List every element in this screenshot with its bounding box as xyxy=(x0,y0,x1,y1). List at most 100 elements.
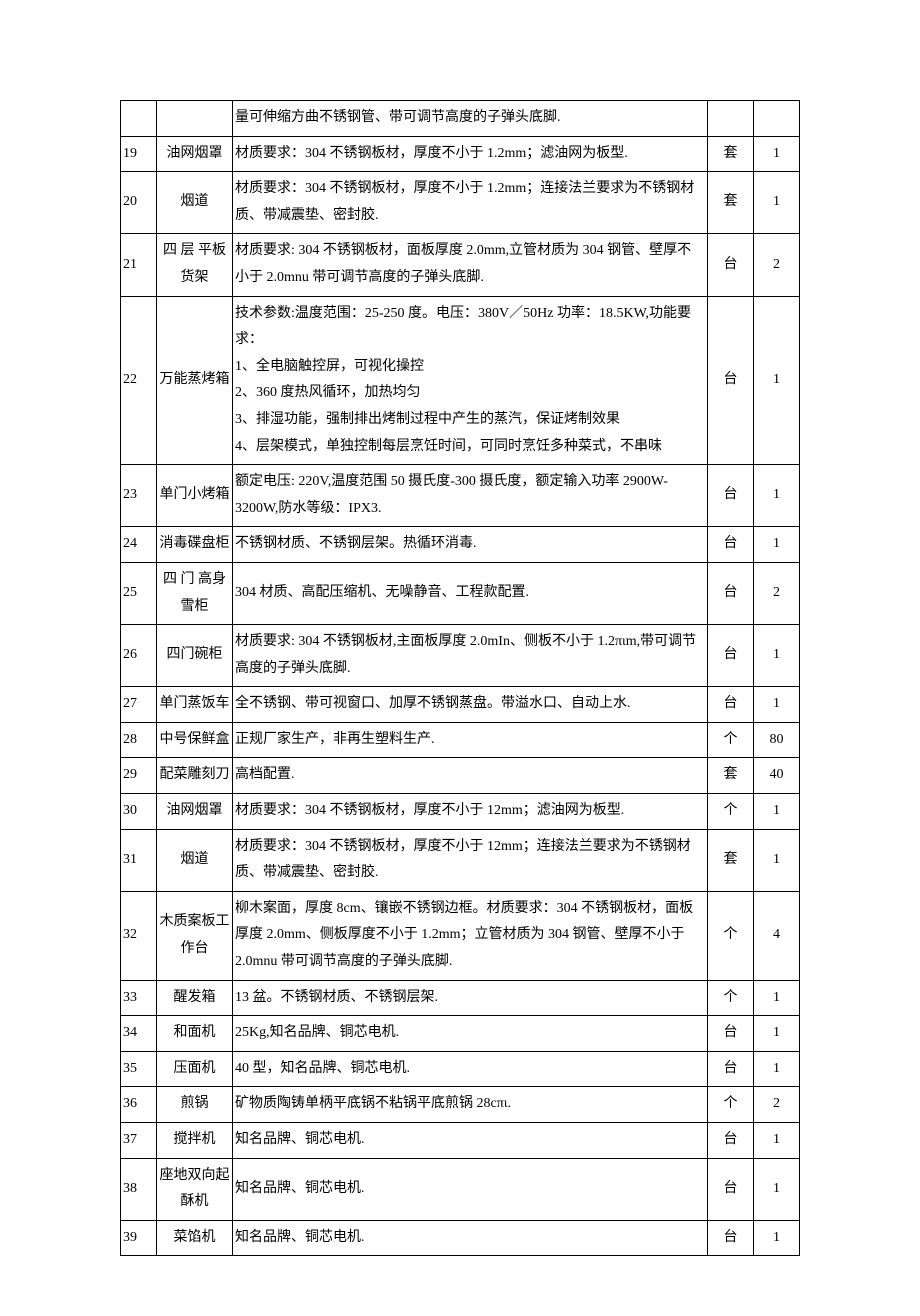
row-number xyxy=(121,101,157,137)
item-unit: 台 xyxy=(708,465,754,527)
item-spec: 技术参数:温度范围：25-250 度。电压：380V／50Hz 功率：18.5K… xyxy=(233,296,708,465)
item-quantity: 1 xyxy=(754,136,800,172)
item-quantity xyxy=(754,101,800,137)
item-name: 单门蒸饭车 xyxy=(157,687,233,723)
table-row: 24消毒碟盘柜不锈钢材质、不锈钢层架。热循环消毒.台1 xyxy=(121,527,800,563)
item-unit: 套 xyxy=(708,136,754,172)
item-unit: 个 xyxy=(708,980,754,1016)
item-quantity: 1 xyxy=(754,1016,800,1052)
item-name: 醒发箱 xyxy=(157,980,233,1016)
item-quantity: 80 xyxy=(754,722,800,758)
table-row: 26四门碗柜材质要求: 304 不锈钢板材,主面板厚度 2.0mIn、侧板不小于… xyxy=(121,625,800,687)
item-unit: 台 xyxy=(708,687,754,723)
table-row: 25四 门 高身雪柜304 材质、高配压缩机、无噪静音、工程款配置.台2 xyxy=(121,562,800,624)
table-row: 33醒发箱13 盆。不锈钢材质、不锈钢层架.个1 xyxy=(121,980,800,1016)
item-name: 座地双向起酥机 xyxy=(157,1158,233,1220)
item-quantity: 1 xyxy=(754,296,800,465)
item-unit: 台 xyxy=(708,1123,754,1159)
item-quantity: 40 xyxy=(754,758,800,794)
item-name: 菜馅机 xyxy=(157,1220,233,1256)
item-quantity: 1 xyxy=(754,625,800,687)
row-number: 33 xyxy=(121,980,157,1016)
item-unit: 套 xyxy=(708,758,754,794)
item-quantity: 1 xyxy=(754,1220,800,1256)
table-row: 28中号保鲜盒正规厂家生产，非再生塑料生产.个80 xyxy=(121,722,800,758)
table-row: 34和面机25Kg,知名品牌、铜芯电机.台1 xyxy=(121,1016,800,1052)
row-number: 30 xyxy=(121,794,157,830)
table-row: 37搅拌机知名品牌、铜芯电机.台1 xyxy=(121,1123,800,1159)
item-quantity: 1 xyxy=(754,794,800,830)
row-number: 34 xyxy=(121,1016,157,1052)
item-quantity: 1 xyxy=(754,172,800,234)
item-name: 烟道 xyxy=(157,172,233,234)
row-number: 21 xyxy=(121,234,157,296)
item-unit: 台 xyxy=(708,1016,754,1052)
item-name: 消毒碟盘柜 xyxy=(157,527,233,563)
item-spec: 材质要求: 304 不锈钢板材,主面板厚度 2.0mIn、侧板不小于 1.2πι… xyxy=(233,625,708,687)
table-row: 29配菜雕刻刀高档配置.套40 xyxy=(121,758,800,794)
item-quantity: 2 xyxy=(754,562,800,624)
table-row: 31烟道材质要求：304 不锈钢板材，厚度不小于 12mm；连接法兰要求为不锈钢… xyxy=(121,829,800,891)
table-row: 36煎锅矿物质陶铸单柄平底锅不粘锅平底煎锅 28cπι.个2 xyxy=(121,1087,800,1123)
item-unit: 套 xyxy=(708,172,754,234)
item-spec: 40 型，知名品牌、铜芯电机. xyxy=(233,1051,708,1087)
item-quantity: 1 xyxy=(754,1158,800,1220)
item-spec: 不锈钢材质、不锈钢层架。热循环消毒. xyxy=(233,527,708,563)
table-row: 21四 层 平板货架材质要求: 304 不锈钢板材，面板厚度 2.0mm,立管材… xyxy=(121,234,800,296)
item-name: 单门小烤箱 xyxy=(157,465,233,527)
table-row: 35压面机40 型，知名品牌、铜芯电机.台1 xyxy=(121,1051,800,1087)
row-number: 24 xyxy=(121,527,157,563)
row-number: 29 xyxy=(121,758,157,794)
item-spec: 知名品牌、铜芯电机. xyxy=(233,1123,708,1159)
item-quantity: 4 xyxy=(754,891,800,980)
row-number: 25 xyxy=(121,562,157,624)
item-unit: 台 xyxy=(708,296,754,465)
table-row: 27单门蒸饭车全不锈钢、带可视窗口、加厚不锈钢蒸盘。带溢水口、自动上水.台1 xyxy=(121,687,800,723)
row-number: 22 xyxy=(121,296,157,465)
item-unit: 套 xyxy=(708,829,754,891)
item-unit: 台 xyxy=(708,625,754,687)
row-number: 20 xyxy=(121,172,157,234)
item-spec: 高档配置. xyxy=(233,758,708,794)
item-unit: 个 xyxy=(708,1087,754,1123)
item-name: 四 层 平板货架 xyxy=(157,234,233,296)
item-name: 木质案板工作台 xyxy=(157,891,233,980)
item-name: 和面机 xyxy=(157,1016,233,1052)
item-unit: 台 xyxy=(708,562,754,624)
item-name: 油网烟罩 xyxy=(157,136,233,172)
item-spec: 矿物质陶铸单柄平底锅不粘锅平底煎锅 28cπι. xyxy=(233,1087,708,1123)
item-unit: 台 xyxy=(708,1051,754,1087)
row-number: 38 xyxy=(121,1158,157,1220)
item-name: 万能蒸烤箱 xyxy=(157,296,233,465)
table-row: 32木质案板工作台柳木案面，厚度 8cm、镶嵌不锈钢边框。材质要求：304 不锈… xyxy=(121,891,800,980)
item-spec: 材质要求：304 不锈钢板材，厚度不小于 1.2mm；滤油网为板型. xyxy=(233,136,708,172)
item-unit: 台 xyxy=(708,1158,754,1220)
table-row: 22万能蒸烤箱技术参数:温度范围：25-250 度。电压：380V／50Hz 功… xyxy=(121,296,800,465)
item-unit: 台 xyxy=(708,1220,754,1256)
item-quantity: 1 xyxy=(754,829,800,891)
item-quantity: 1 xyxy=(754,1123,800,1159)
table-row: 39菜馅机知名品牌、铜芯电机.台1 xyxy=(121,1220,800,1256)
item-name: 四 门 高身雪柜 xyxy=(157,562,233,624)
row-number: 35 xyxy=(121,1051,157,1087)
item-spec: 13 盆。不锈钢材质、不锈钢层架. xyxy=(233,980,708,1016)
item-quantity: 2 xyxy=(754,1087,800,1123)
item-name: 中号保鲜盒 xyxy=(157,722,233,758)
row-number: 27 xyxy=(121,687,157,723)
table-row: 23单门小烤箱额定电压: 220V,温度范围 50 摄氏度-300 摄氏度，额定… xyxy=(121,465,800,527)
row-number: 26 xyxy=(121,625,157,687)
table-row: 19油网烟罩材质要求：304 不锈钢板材，厚度不小于 1.2mm；滤油网为板型.… xyxy=(121,136,800,172)
row-number: 31 xyxy=(121,829,157,891)
table-row: 20烟道材质要求：304 不锈钢板材，厚度不小于 1.2mm；连接法兰要求为不锈… xyxy=(121,172,800,234)
item-quantity: 1 xyxy=(754,980,800,1016)
row-number: 19 xyxy=(121,136,157,172)
item-name: 压面机 xyxy=(157,1051,233,1087)
item-unit: 个 xyxy=(708,794,754,830)
item-name: 搅拌机 xyxy=(157,1123,233,1159)
item-spec: 正规厂家生产，非再生塑料生产. xyxy=(233,722,708,758)
item-name: 配菜雕刻刀 xyxy=(157,758,233,794)
equipment-table: 量可伸缩方曲不锈钢管、带可调节高度的子弹头底脚.19油网烟罩材质要求：304 不… xyxy=(120,100,800,1256)
item-unit: 台 xyxy=(708,527,754,563)
row-number: 23 xyxy=(121,465,157,527)
item-spec: 材质要求：304 不锈钢板材，厚度不小于 12mm；连接法兰要求为不锈钢材质、带… xyxy=(233,829,708,891)
